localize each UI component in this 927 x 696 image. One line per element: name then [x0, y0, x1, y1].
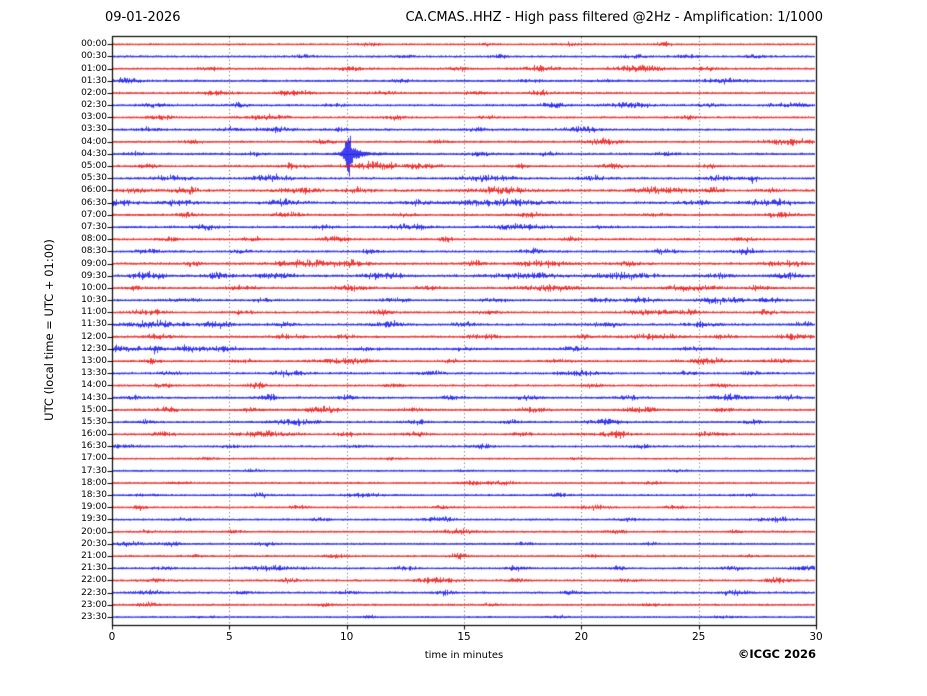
y-axis-tick-label: 03:00: [81, 112, 107, 123]
x-axis-title: time in minutes: [424, 650, 504, 661]
x-axis-tick-label: 5: [225, 631, 233, 643]
x-axis-tick-label: 10: [339, 631, 354, 643]
x-axis-tick-label: 20: [574, 631, 589, 643]
y-axis-tick-label: 23:30: [81, 611, 107, 622]
y-axis-tick-label: 01:00: [81, 63, 107, 74]
y-axis-tick-label: 08:00: [81, 234, 107, 245]
y-axis-tick-label: 11:00: [81, 307, 107, 318]
y-axis-tick-label: 18:30: [81, 490, 107, 501]
y-axis-tick-label: 13:30: [81, 368, 107, 379]
y-axis-tick-label: 20:30: [81, 538, 107, 549]
y-axis-tick-label: 08:30: [81, 246, 107, 257]
y-axis-tick-label: 22:00: [81, 575, 107, 586]
y-axis-tick-label: 16:00: [81, 429, 107, 440]
y-axis-tick-label: 00:30: [81, 51, 107, 62]
x-axis-tick-label: 15: [457, 631, 471, 643]
y-axis-tick-label: 13:00: [81, 356, 107, 366]
y-axis-tick-label: 14:30: [81, 392, 107, 403]
y-axis-tick-label: 19:00: [81, 502, 107, 513]
y-axis-tick-label: 01:30: [81, 75, 107, 86]
y-axis-tick-label: 04:00: [81, 136, 107, 147]
y-axis-tick-label: 02:00: [81, 87, 107, 98]
y-axis-tick-label: 12:00: [81, 331, 107, 342]
y-axis-tick-label: 11:30: [81, 319, 107, 330]
y-axis-tick-label: 10:00: [81, 282, 107, 293]
copyright-label: ©ICGC 2026: [737, 647, 816, 661]
x-axis-tick-label: 25: [691, 631, 706, 643]
y-axis-tick-label: 21:00: [81, 550, 107, 561]
y-axis-tick-label: 21:30: [81, 563, 107, 574]
y-axis-tick-label: 18:00: [81, 477, 107, 488]
y-axis-tick-label: 17:00: [81, 453, 107, 464]
y-axis-tick-label: 00:00: [81, 39, 107, 50]
y-axis-tick-label: 03:30: [81, 124, 107, 135]
y-axis-tick-label: 05:00: [81, 161, 107, 172]
y-axis-tick-label: 16:30: [81, 441, 107, 452]
y-axis-tick-label: 05:30: [81, 173, 107, 184]
y-axis-tick-label: 09:00: [81, 258, 107, 269]
y-axis-tick-label: 04:30: [81, 148, 107, 159]
y-axis-tick-label: 19:30: [81, 514, 107, 525]
y-axis-tick-label: 09:30: [81, 270, 107, 281]
y-axis-tick-label: 07:30: [81, 221, 107, 232]
x-axis-tick-label: 30: [809, 631, 823, 643]
y-axis-tick-label: 07:00: [81, 209, 107, 220]
y-axis-tick-label: 10:30: [81, 295, 107, 306]
y-axis-tick-label: 17:30: [81, 465, 107, 476]
y-axis-tick-label: 12:30: [81, 343, 107, 354]
y-axis-tick-label: 15:30: [81, 416, 107, 427]
x-axis-tick-label: 0: [108, 631, 116, 643]
y-axis-tick-label: 20:00: [81, 526, 107, 537]
y-axis-tick-label: 23:00: [81, 599, 107, 610]
y-axis-tick-label: 14:00: [81, 380, 107, 391]
y-axis-tick-label: 06:00: [81, 185, 107, 196]
y-axis-tick-label: 02:30: [81, 100, 107, 111]
y-axis-tick-label: 15:00: [81, 404, 107, 415]
y-axis-tick-label: 06:30: [81, 197, 107, 208]
plot-main-title: CA.CMAS..HHZ - High pass filtered @2Hz -…: [405, 10, 823, 25]
plot-date-title: 09-01-2026: [105, 10, 181, 25]
y-axis-tick-label: 22:30: [81, 587, 107, 598]
